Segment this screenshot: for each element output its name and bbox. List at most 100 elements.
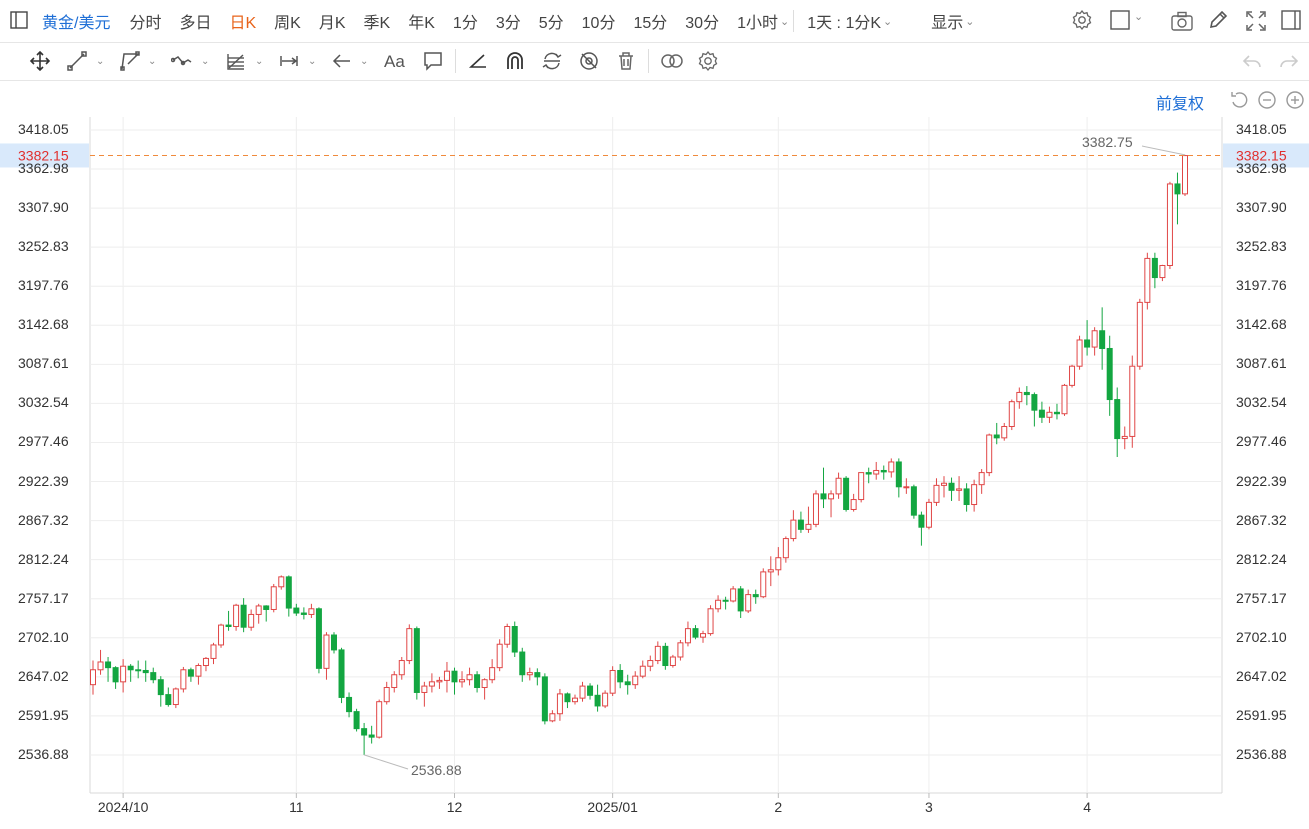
y-tick-label: 3142.68 [18,316,69,333]
period-tab-active[interactable]: 日K [229,15,257,32]
y-tick-label: 3087.61 [18,355,69,372]
period-tab[interactable]: 年K [408,15,435,32]
candle [654,641,661,665]
arrow-tool-icon[interactable] [331,50,353,72]
chevron-down-icon[interactable]: ⌄ [96,56,105,67]
chevron-down-icon[interactable]: ⌄ [308,56,317,67]
period-tab[interactable]: 30分 [685,15,720,32]
gear-icon[interactable] [697,50,719,72]
candle-body [526,672,533,676]
trash-icon[interactable] [615,50,637,72]
candle-body [391,674,398,689]
candle [760,568,767,599]
period-tab[interactable]: 1分 [452,15,478,32]
candle [624,674,631,695]
candle [1136,298,1143,370]
candle-body [609,669,616,694]
candle-body [587,685,594,696]
drawing-toolbar: ⌄ ⌄ ⌄ ⌄ ⌄ ⌄ Aa [0,42,1309,81]
candle-body [270,586,277,610]
reset-icon[interactable] [1229,90,1249,115]
display-menu[interactable]: 显示 [931,15,964,32]
price-adjust-toggle[interactable]: 前复权 [1156,96,1205,113]
period-tab[interactable]: 15分 [633,15,668,32]
candle-body [202,657,209,667]
chevron-down-icon[interactable]: ⌄ [201,56,210,67]
candle [278,575,285,590]
candle [135,660,142,679]
comment-tool-icon[interactable] [422,50,444,72]
candle [1046,406,1053,423]
theme-square-icon[interactable] [1110,10,1130,35]
period-tab[interactable]: 分时 [129,15,162,32]
candle-body [812,493,819,525]
channel-tool-icon[interactable] [119,50,141,72]
magnet-icon[interactable] [504,50,526,72]
candle [963,483,970,512]
chevron-down-icon[interactable]: ⌄ [883,15,893,28]
camera-icon[interactable] [1170,10,1194,37]
candle [564,692,571,709]
fullscreen-icon[interactable] [1245,10,1267,37]
chevron-down-icon[interactable]: ⌄ [1134,11,1144,23]
candle-body [722,599,729,602]
candle [315,607,322,674]
candle-body [1114,399,1121,440]
period-tab[interactable]: 季K [363,15,391,32]
measure-tool-icon[interactable] [278,50,300,72]
period-tab[interactable]: 5分 [538,15,564,32]
chevron-down-icon[interactable]: ⌄ [965,15,975,28]
candle-body [112,667,119,683]
candle-body [255,605,262,615]
panel-toggle-icon[interactable] [1281,10,1301,35]
gear-icon[interactable] [1071,9,1093,36]
candle-body [895,461,902,488]
sidebar-toggle-icon[interactable] [10,11,28,29]
zoom-in-icon[interactable] [1285,90,1305,115]
candle-body [828,493,835,500]
period-tab[interactable]: 月K [318,15,346,32]
candle-body [285,576,292,609]
y-tick-label: 3307.90 [1236,199,1287,216]
text-tool-icon[interactable]: Aa [384,52,405,71]
candle-body [428,681,435,687]
chevron-down-icon[interactable]: ⌄ [779,15,790,28]
period-tab[interactable]: 周K [274,15,301,32]
candle [496,639,503,672]
undo-icon[interactable] [1241,50,1263,72]
candle [308,603,315,618]
x-tick-label: 3 [925,799,933,815]
period-tab[interactable]: 1小时 [737,15,778,32]
period-tab[interactable]: 10分 [581,15,616,32]
candle-body [571,697,578,703]
angle-tool-icon[interactable] [467,50,489,72]
fib-tool-icon[interactable] [225,50,247,72]
compare-icon[interactable] [659,50,685,72]
chevron-down-icon[interactable]: ⌄ [148,56,157,67]
interval-select[interactable]: 1天 : 1分K [807,15,882,32]
zoom-out-icon[interactable] [1257,90,1277,115]
candle [1061,383,1068,416]
sync-icon[interactable] [541,50,563,72]
move-icon[interactable] [29,50,51,72]
pencil-icon[interactable] [1207,9,1229,36]
candle [715,595,722,613]
candle-body [850,499,857,510]
candle [1023,386,1030,406]
symbol-label[interactable]: 黄金/美元 [42,15,111,32]
candle [692,625,699,640]
chevron-down-icon[interactable]: ⌄ [255,56,264,67]
period-tab[interactable]: 3分 [495,15,521,32]
hide-drawings-icon[interactable] [578,50,600,72]
candle-body [730,588,737,602]
redo-icon[interactable] [1278,50,1300,72]
divider [793,10,795,32]
period-tab[interactable]: 多日 [179,15,212,32]
candle [263,605,270,622]
line-tool-icon[interactable] [66,50,88,72]
candle-body [120,665,127,683]
wave-tool-icon[interactable] [170,50,193,72]
candle [142,660,149,682]
chevron-down-icon[interactable]: ⌄ [360,56,369,67]
